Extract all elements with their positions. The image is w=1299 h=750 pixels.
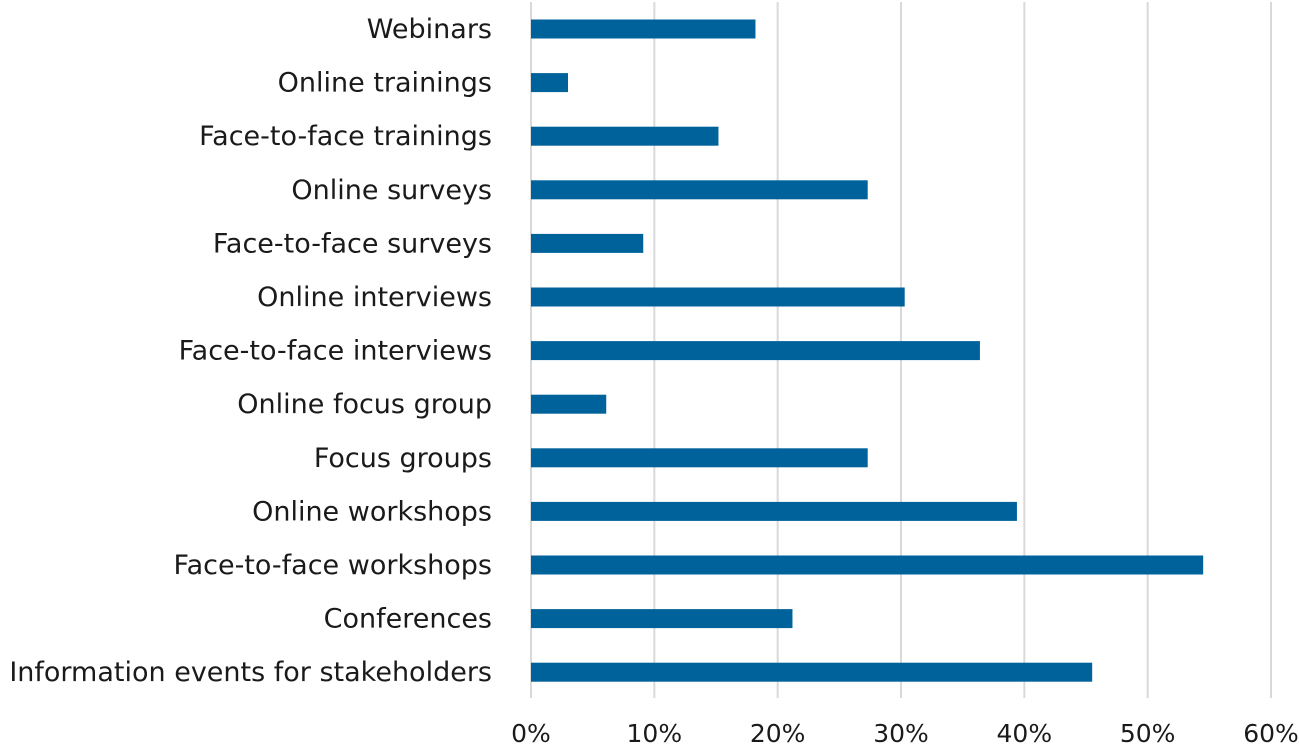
- bar: [531, 19, 756, 39]
- bar: [531, 501, 1017, 521]
- bar: [531, 233, 644, 253]
- bar: [531, 287, 905, 307]
- category-label: Online workshops: [252, 496, 492, 527]
- x-tick-label: 0%: [511, 719, 551, 748]
- bar: [531, 448, 868, 468]
- bar: [531, 609, 793, 629]
- x-tick-label: 60%: [1243, 719, 1299, 748]
- bar: [531, 180, 868, 200]
- bar: [531, 126, 719, 146]
- x-tick-label: 30%: [873, 719, 929, 748]
- category-label: Online interviews: [257, 282, 492, 313]
- bar: [531, 341, 980, 361]
- x-tick-label: 50%: [1120, 719, 1176, 748]
- x-axis-tick-labels: 0% 10% 20% 30% 40% 50% 60%: [511, 719, 1299, 748]
- category-label: Online surveys: [291, 175, 492, 206]
- category-label: Conferences: [324, 604, 492, 635]
- bar: [531, 555, 1204, 575]
- category-label: Online focus group: [237, 389, 492, 420]
- bar: [531, 662, 1093, 682]
- category-label: Information events for stakeholders: [9, 657, 492, 688]
- category-label: Online trainings: [278, 68, 492, 99]
- category-labels: Webinars Online trainings Face-to-face tra…: [9, 14, 492, 688]
- bar: [531, 73, 568, 93]
- bar: [531, 394, 607, 414]
- x-tick-label: 20%: [750, 719, 806, 748]
- x-tick-label: 10%: [627, 719, 683, 748]
- category-label: Focus groups: [314, 443, 492, 474]
- category-label: Face-to-face interviews: [179, 336, 492, 367]
- bars: [531, 19, 1204, 682]
- category-label: Face-to-face workshops: [174, 550, 492, 581]
- x-tick-label: 40%: [997, 719, 1053, 748]
- category-label: Face-to-face surveys: [213, 228, 492, 259]
- category-label: Webinars: [367, 14, 492, 45]
- category-label: Face-to-face trainings: [199, 121, 492, 152]
